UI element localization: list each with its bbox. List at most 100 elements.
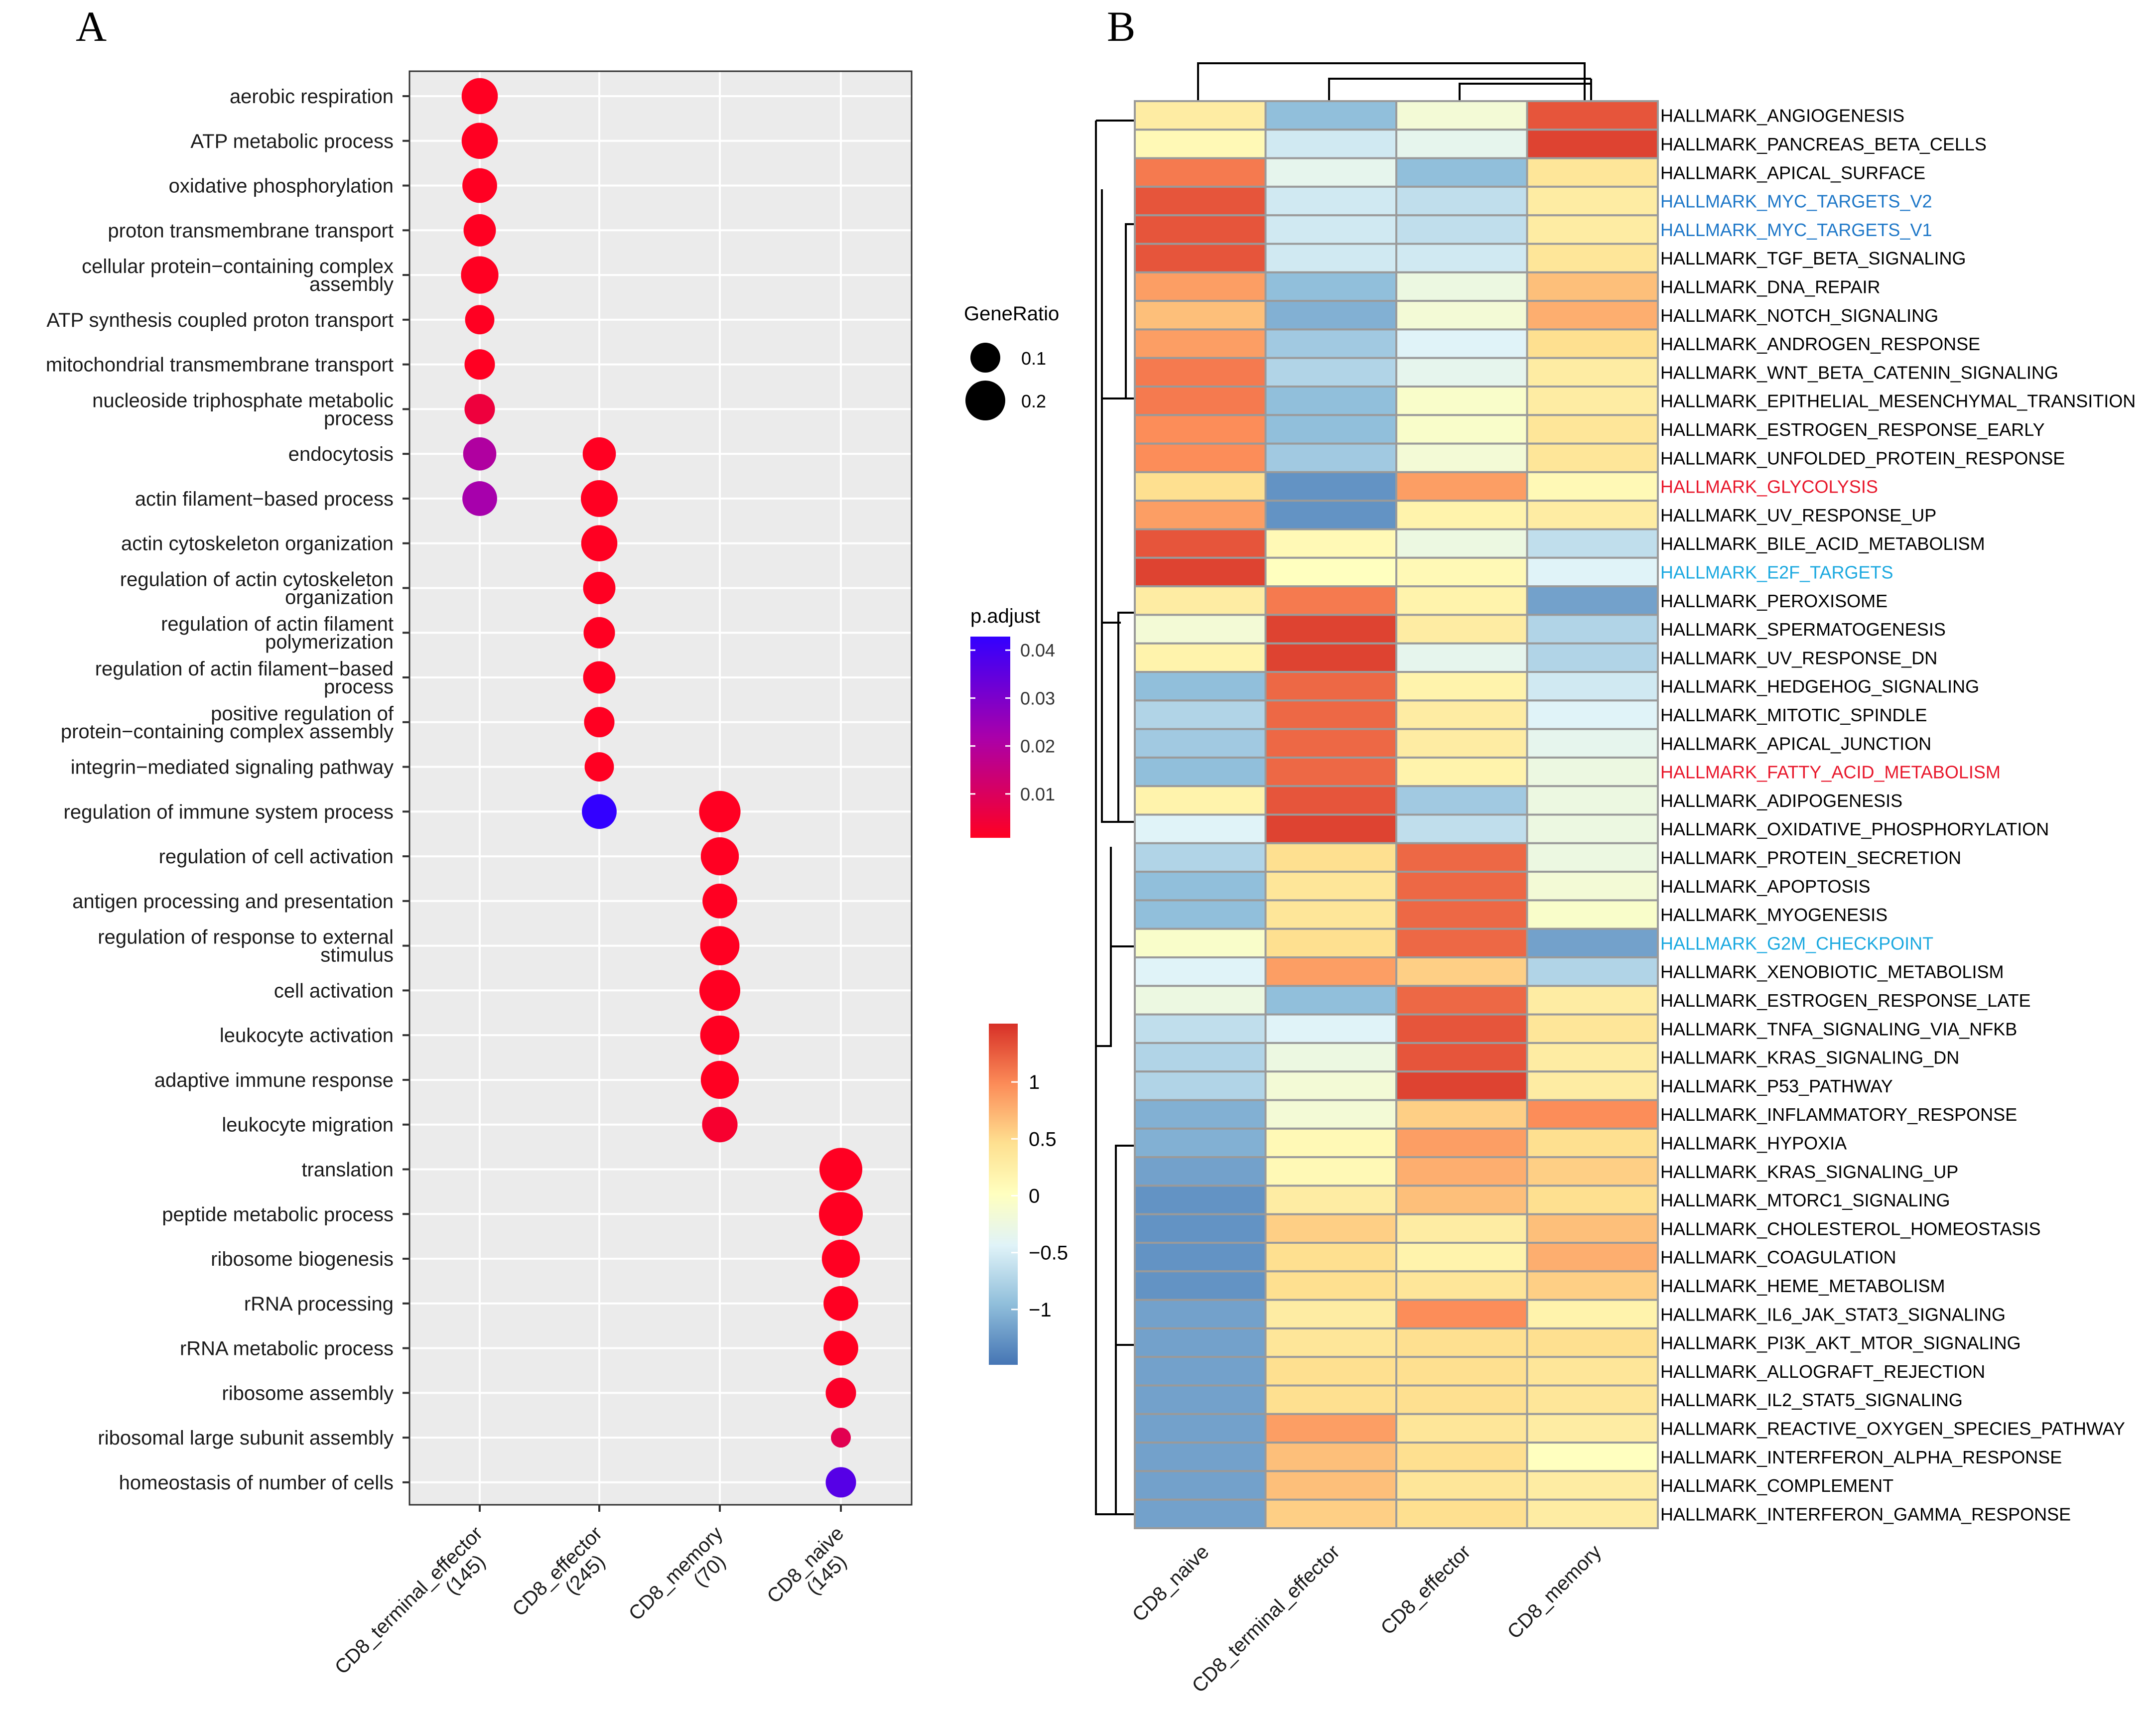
heatmap-cell [1264, 871, 1397, 902]
heatmap-cell [1526, 1442, 1659, 1472]
y-tick-label: ATP synthesis coupled proton transport [46, 309, 394, 331]
dot-point [700, 1015, 740, 1055]
heatmap-cell [1526, 956, 1659, 987]
heatmap-cell [1264, 471, 1397, 502]
heatmap-cell [1134, 1270, 1267, 1301]
heatmap-cell [1264, 1498, 1397, 1529]
heatmap-cell [1395, 1242, 1528, 1273]
heatmap-cell [1395, 442, 1528, 473]
dot-point [825, 1377, 856, 1408]
panel-a-x-ticks: CD8_terminal_effector(145) CD8_effector(2… [331, 1505, 851, 1679]
heatmap-row-label: HALLMARK_ALLOGRAFT_REJECTION [1660, 1361, 1985, 1382]
y-tick-label: actin filament−based process [135, 488, 394, 510]
heatmap-row-label: HALLMARK_UNFOLDED_PROTEIN_RESPONSE [1660, 448, 2065, 468]
heatmap-cell [1264, 500, 1397, 530]
heatmap-cell [1526, 1470, 1659, 1501]
heatmap-row-label: HALLMARK_HEDGEHOG_SIGNALING [1660, 676, 1979, 697]
heatmap-column-label: CD8_effector [1376, 1541, 1475, 1639]
heatmap-cell [1134, 728, 1267, 759]
dot-point [700, 926, 740, 966]
heatmap-cell [1134, 871, 1267, 902]
heatmap-cell [1134, 899, 1267, 930]
y-tick-label: oxidative phosphorylation [169, 175, 394, 197]
heatmap-cell [1134, 1099, 1267, 1130]
row-dendro-e [1101, 612, 1135, 823]
heatmap-cell [1264, 927, 1397, 958]
heatmap-legend-ticks: 1 0.5 0 −0.5 −1 [1011, 1071, 1068, 1321]
heatmap-row-label: HALLMARK_GLYCOLYSIS [1660, 477, 1878, 497]
heatmap-legend-tick-label: −1 [1029, 1299, 1052, 1321]
heatmap-cell [1395, 328, 1528, 359]
y-tick-label: antigen processing and presentation [72, 891, 394, 913]
heatmap-cell [1134, 1442, 1267, 1472]
row-dendrogram [1095, 120, 1135, 1515]
y-tick-label: regulation of actin filament polymerizati… [161, 613, 394, 653]
y-tick-label: leukocyte migration [222, 1114, 394, 1136]
padjust-colorbar [970, 637, 1010, 838]
heatmap-row-label: HALLMARK_INFLAMMATORY_RESPONSE [1660, 1104, 2017, 1125]
heatmap-cell [1395, 556, 1528, 588]
heatmap-row-label: HALLMARK_OXIDATIVE_PHOSPHORYLATION [1660, 819, 2049, 839]
heatmap-row-label: HALLMARK_HEME_METABOLISM [1660, 1276, 1945, 1296]
heatmap-cell [1134, 985, 1267, 1016]
heatmap-cell [1395, 243, 1528, 273]
heatmap-cell [1395, 386, 1528, 416]
heatmap-cell [1526, 671, 1659, 702]
heatmap-row-label: HALLMARK_WNT_BETA_CATENIN_SIGNALING [1660, 362, 2058, 383]
heatmap-cell [1526, 985, 1659, 1016]
heatmap-cell [1134, 1042, 1267, 1073]
heatmap-cell [1134, 1299, 1267, 1329]
heatmap-cell [1395, 642, 1528, 673]
heatmap-cell [1264, 528, 1397, 559]
col-dendro-mid [1328, 78, 1591, 101]
heatmap-cell [1134, 357, 1267, 388]
y-tick-label: regulation of actin filament−based proces… [95, 658, 394, 698]
heatmap-cell [1526, 271, 1659, 302]
heatmap-cell [1264, 386, 1397, 416]
panel-a-letter: A [76, 2, 107, 50]
heatmap-row-label: HALLMARK_ANDROGEN_RESPONSE [1660, 334, 1980, 354]
heatmap-cell [1395, 1498, 1528, 1529]
heatmap-cell [1395, 471, 1528, 502]
row-dendro-d [1101, 189, 1135, 624]
heatmap-cell [1134, 1013, 1267, 1044]
heatmap-cell [1395, 129, 1528, 159]
heatmap-cell [1526, 214, 1659, 245]
col-dendro-leaf [1459, 79, 1592, 101]
dot-point [461, 256, 499, 294]
heatmap-cell [1264, 1413, 1397, 1444]
heatmap-cell [1134, 1327, 1267, 1358]
y-tick-label: regulation of cell activation [159, 846, 394, 868]
heatmap-cell [1395, 728, 1528, 759]
heatmap-cell [1264, 243, 1397, 273]
heatmap-cell [1526, 728, 1659, 759]
heatmap-cell [1526, 386, 1659, 416]
heatmap-cell [1264, 271, 1397, 302]
heatmap-cell [1134, 1470, 1267, 1501]
heatmap-cell [1134, 500, 1267, 530]
heatmap-cell [1264, 214, 1397, 245]
heatmap-row-label: HALLMARK_PEROXISOME [1660, 591, 1887, 611]
heatmap-cell [1264, 585, 1397, 616]
heatmap-row-label: HALLMARK_SPERMATOGENESIS [1660, 619, 1946, 640]
heatmap-cell [1134, 1242, 1267, 1273]
heatmap-cell [1264, 1213, 1397, 1244]
y-tick-label: proton transmembrane transport [108, 220, 394, 242]
heatmap-row-label: HALLMARK_CHOLESTEROL_HOMEOSTASIS [1660, 1218, 2041, 1239]
heatmap-cell [1395, 357, 1528, 388]
heatmap-cell [1395, 157, 1528, 188]
y-tick-label: cellular protein−containing complex assem… [82, 256, 394, 295]
heatmap-cell [1134, 813, 1267, 844]
heatmap-cell [1526, 243, 1659, 273]
heatmap-cell [1526, 1327, 1659, 1358]
dot-point [463, 437, 497, 471]
dot-point [465, 305, 495, 335]
heatmap-cell [1264, 1156, 1397, 1187]
y-tick-label: ribosomal large subunit assembly [98, 1427, 394, 1449]
heatmap-cell [1264, 842, 1397, 873]
heatmap-row-label: HALLMARK_PI3K_AKT_MTOR_SIGNALING [1660, 1333, 2021, 1353]
heatmap-cell [1134, 300, 1267, 331]
heatmap-row-label: HALLMARK_ESTROGEN_RESPONSE_EARLY [1660, 419, 2045, 440]
heatmap-row-label: HALLMARK_FATTY_ACID_METABOLISM [1660, 762, 2001, 783]
heatmap-cell [1526, 528, 1659, 559]
